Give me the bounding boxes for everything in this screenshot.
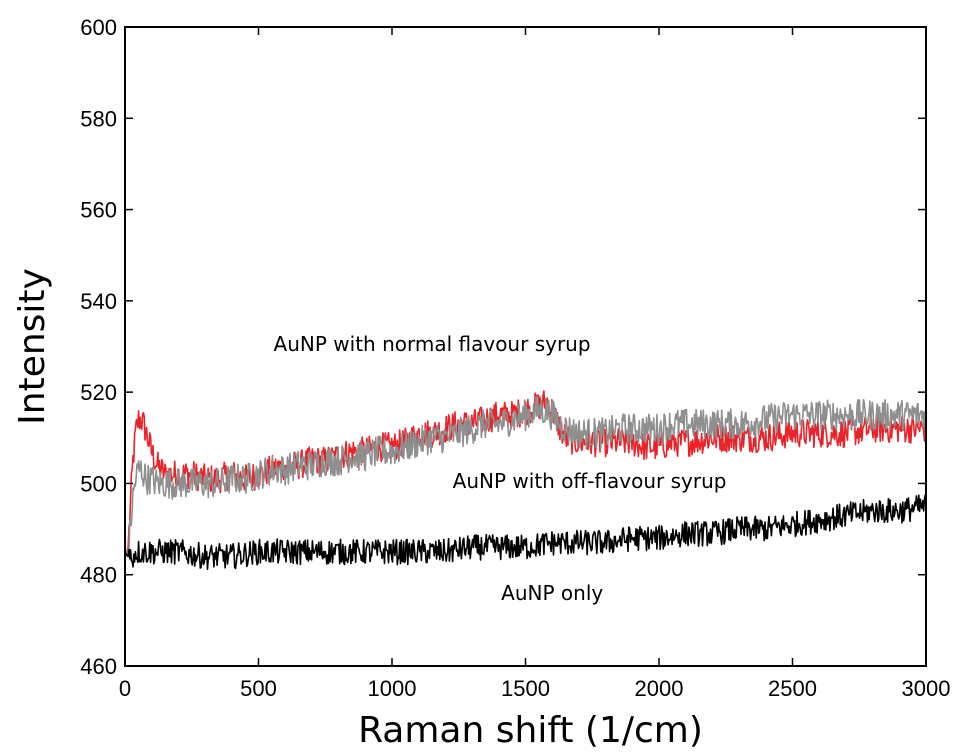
- series-layer: [124, 390, 927, 570]
- y-axis-title: Intensity: [12, 268, 53, 425]
- y-tick-label: 560: [80, 198, 117, 223]
- series-line: [124, 494, 927, 570]
- y-tick-label: 480: [80, 563, 117, 588]
- annotations-layer: AuNP with normal flavour syrup AuNP with …: [274, 332, 727, 605]
- y-tick-label: 460: [80, 654, 117, 679]
- y-axis-ticks: 460 480 500 520 540 560 580 600: [80, 15, 926, 679]
- y-tick-label: 580: [80, 106, 117, 131]
- x-tick-label: 1000: [368, 676, 417, 701]
- y-tick-label: 540: [80, 289, 117, 314]
- series-annotation: AuNP only: [501, 581, 603, 605]
- series-line: [124, 396, 927, 557]
- series-annotation: AuNP with normal flavour syrup: [274, 332, 591, 356]
- x-tick-label: 3000: [902, 676, 951, 701]
- x-axis-title: Raman shift (1/cm): [358, 710, 703, 751]
- y-tick-label: 600: [80, 15, 117, 40]
- y-tick-label: 500: [80, 471, 117, 496]
- x-tick-label: 2500: [768, 676, 817, 701]
- y-tick-label: 520: [80, 380, 117, 405]
- x-tick-label: 2000: [635, 676, 684, 701]
- series-annotation: AuNP with off-flavour syrup: [453, 469, 727, 493]
- x-axis-ticks: 0 500 1000 1500 2000 2500 3000: [119, 27, 951, 701]
- x-tick-label: 500: [240, 676, 277, 701]
- x-tick-label: 1500: [501, 676, 550, 701]
- x-tick-label: 0: [119, 676, 131, 701]
